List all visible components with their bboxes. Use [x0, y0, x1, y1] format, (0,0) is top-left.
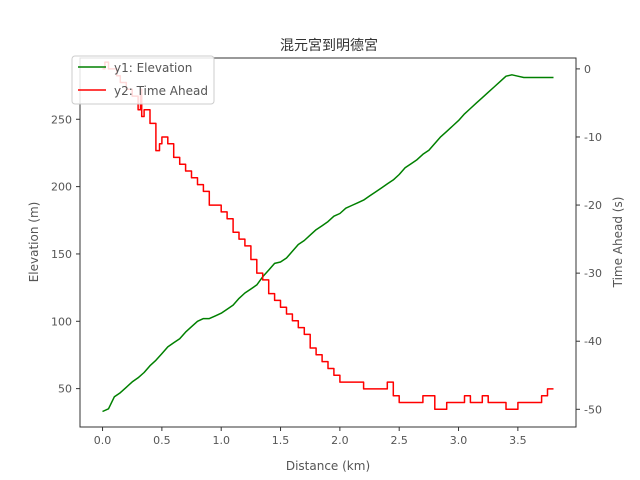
left-y-tick-label: 200 — [51, 181, 72, 194]
legend-box — [71, 55, 215, 105]
x-tick-label: 1.5 — [272, 434, 290, 447]
plot-area-frame — [79, 57, 577, 428]
legend-label-elevation: y1: Elevation — [114, 61, 192, 75]
left-y-tick-label: 150 — [51, 248, 72, 261]
chart-title: 混元宮到明德宮 — [280, 38, 378, 54]
right-y-tick-label: -10 — [584, 131, 602, 144]
x-tick-label: 3.5 — [509, 434, 527, 447]
x-tick-label: 0.0 — [94, 434, 112, 447]
left-y-tick-label: 100 — [51, 315, 72, 328]
x-axis-label: Distance (km) — [286, 459, 370, 473]
right-y-axis-label: Time Ahead (s) — [611, 197, 625, 289]
x-tick-label: 3.0 — [450, 434, 468, 447]
left-y-axis-label: Elevation (m) — [27, 202, 41, 283]
x-tick-label: 2.5 — [390, 434, 408, 447]
right-y-tick-label: 0 — [584, 63, 591, 76]
x-tick-label: 2.0 — [331, 434, 349, 447]
right-y-tick-label: -20 — [584, 199, 602, 212]
elevation-line — [102, 74, 554, 413]
right-y-tick-label: -50 — [584, 403, 602, 416]
right-y-tick-label: -30 — [584, 267, 602, 280]
time-ahead-line — [102, 61, 554, 411]
right-y-axis-ticks: 0 -10 -20 -30 -40 -50 — [576, 63, 602, 416]
x-tick-label: 0.5 — [153, 434, 171, 447]
axes-frame — [79, 57, 577, 428]
legend: y1: Elevation y2: Time Ahead — [71, 55, 215, 105]
right-y-tick-label: -40 — [584, 335, 602, 348]
left-y-axis-ticks: 50 100 150 200 250 — [51, 113, 80, 396]
left-y-tick-label: 250 — [51, 113, 72, 126]
legend-label-time-ahead: y2: Time Ahead — [114, 84, 208, 98]
x-tick-label: 1.0 — [212, 434, 230, 447]
x-axis-ticks: 0.0 0.5 1.0 1.5 2.0 2.5 3.0 3.5 — [94, 427, 527, 447]
series-layer — [102, 61, 554, 413]
left-y-tick-label: 50 — [58, 383, 72, 396]
